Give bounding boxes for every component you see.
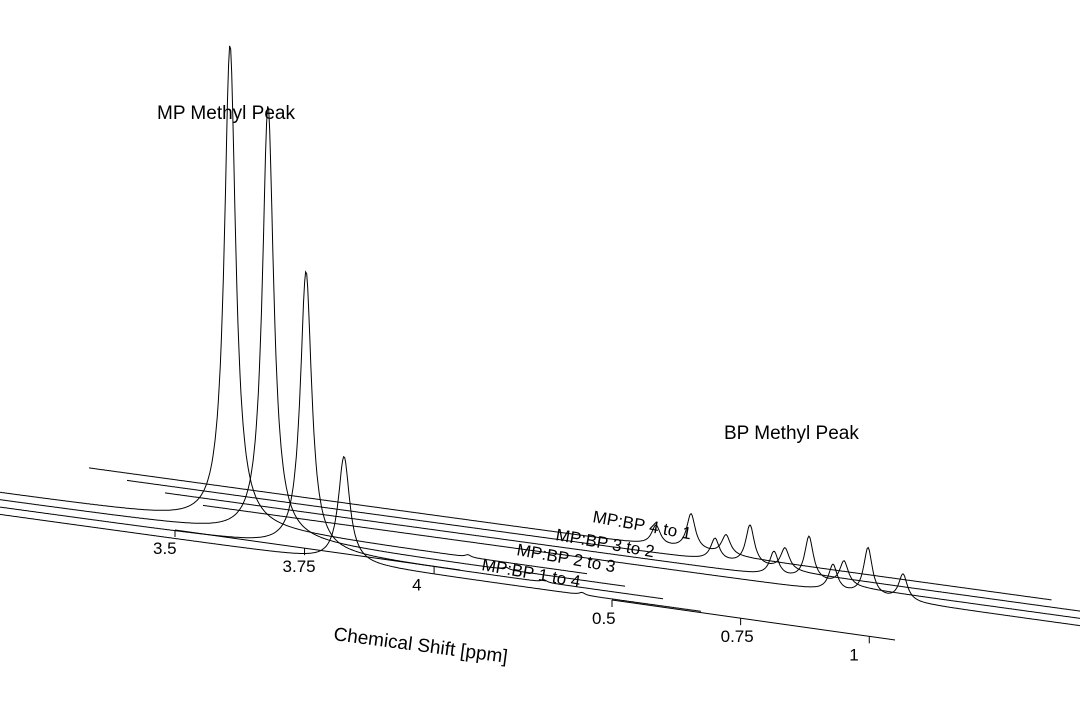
spectrum-mp-series-4: [0, 45, 588, 575]
x-axis-line-mp: [174, 529, 461, 571]
x-tick-label-mp-1: 3.75: [283, 557, 316, 576]
spectrum-mp-series-1: [0, 455, 702, 612]
x-tick-label-mp-0: 3.5: [153, 539, 177, 558]
x-axis-line-bp: [611, 599, 896, 641]
spectra-group: [0, 45, 1080, 627]
annotation-mp-methyl-peak: MP Methyl Peak: [157, 103, 295, 124]
axes-group: [174, 529, 896, 644]
x-axis-label: Chemical Shift [ppm]: [332, 624, 509, 668]
annotation-bp-methyl-peak: BP Methyl Peak: [724, 423, 859, 444]
spectrum-mp-series-3: [0, 106, 626, 587]
x-tick-label-mp-2: 4: [412, 575, 421, 594]
spectrum-bp-series-1: [202, 504, 1080, 627]
spectrum-bp-series-4: [88, 467, 1052, 601]
spectrum-bp-series-2: [164, 492, 1080, 619]
x-tick-label-bp-2: 1: [849, 645, 858, 664]
spectrum-bp-series-3: [126, 479, 1080, 612]
x-tick-label-bp-1: 0.75: [721, 627, 754, 646]
x-tick-label-bp-0: 0.5: [592, 609, 616, 628]
